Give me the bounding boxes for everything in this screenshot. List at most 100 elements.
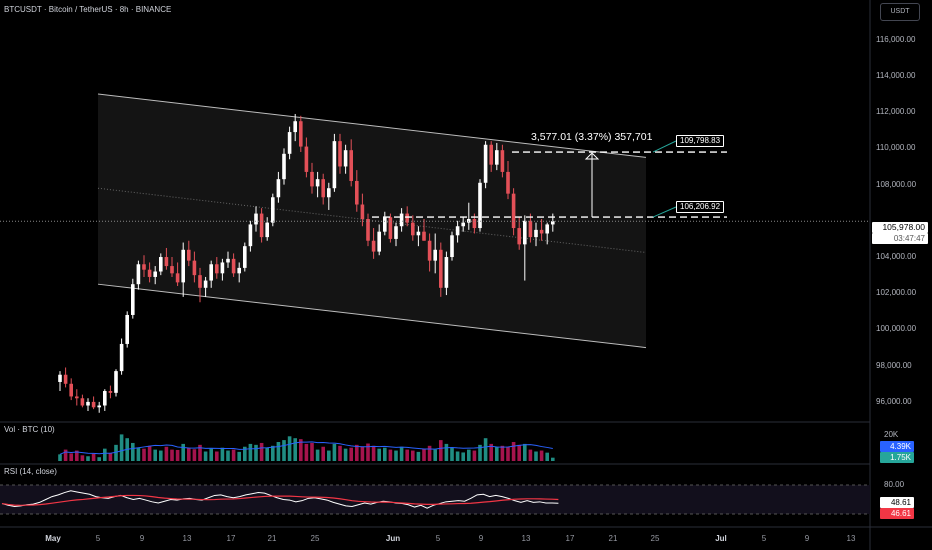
candle-body <box>343 150 348 167</box>
volume-bar <box>220 447 225 461</box>
candle-body <box>444 257 449 288</box>
channel-upper-line <box>97 93 647 158</box>
volume-bar <box>433 449 437 461</box>
candle-body <box>63 374 68 384</box>
volume-bar <box>231 449 236 461</box>
candle-body <box>86 401 90 406</box>
volume-bar <box>377 448 381 461</box>
candle-body <box>304 146 309 172</box>
candle-body <box>310 171 314 187</box>
candle-body <box>175 273 180 283</box>
channel-mid-line <box>97 187 647 253</box>
candle-body <box>108 391 113 393</box>
volume-bar <box>422 448 426 461</box>
volume-bar <box>405 449 409 461</box>
volume-bar <box>58 454 62 461</box>
currency-unit-button[interactable]: USDT <box>880 3 920 21</box>
upper-level-label[interactable]: 109,798.83 <box>676 135 725 147</box>
volume-bar <box>444 443 449 461</box>
volume-bar <box>394 450 398 461</box>
volume-bar <box>439 440 443 461</box>
candle-body <box>539 229 544 234</box>
volume-bar <box>411 450 415 461</box>
candle-body <box>97 405 101 408</box>
volume-bar <box>248 443 253 461</box>
candle-body <box>259 213 264 238</box>
volume-bar <box>495 446 499 461</box>
candle-body <box>371 240 376 252</box>
candle-body <box>276 179 281 198</box>
candle-body <box>461 222 465 227</box>
candle-body <box>455 226 460 236</box>
measure-tool[interactable] <box>584 152 600 218</box>
time-axis-label: 21 <box>608 534 618 543</box>
time-axis-label: 5 <box>761 534 767 543</box>
volume-bar <box>170 449 174 461</box>
volume-bar <box>551 457 555 461</box>
lower-level-label[interactable]: 106,206.92 <box>676 201 725 213</box>
time-axis-label: 9 <box>478 534 484 543</box>
measure-arrow-head <box>584 152 600 160</box>
volume-bar <box>136 447 141 461</box>
candle-body <box>366 219 370 241</box>
candle-body <box>243 246 247 268</box>
volume-bar <box>175 449 180 461</box>
time-axis-label: 5 <box>95 534 101 543</box>
candle-body <box>545 224 549 234</box>
volume-bar <box>192 449 197 461</box>
volume-bar <box>198 444 202 461</box>
price-lines[interactable] <box>0 140 870 222</box>
measure-readout: 3,577.01 (3.37%) 357,701 <box>531 131 653 143</box>
volume-bar <box>97 457 101 461</box>
volume-bar <box>287 436 292 461</box>
volume-bar <box>271 445 275 461</box>
volume-bar <box>159 450 163 461</box>
candle-body <box>495 150 499 165</box>
volume-bar <box>276 442 281 461</box>
candle-body <box>91 401 96 408</box>
candle-body <box>321 179 325 198</box>
candle-body <box>360 204 365 219</box>
volume-bar <box>332 443 337 461</box>
volume-bar <box>500 445 505 461</box>
candle-body <box>439 249 443 288</box>
volume-bar <box>293 438 297 461</box>
candle-body <box>181 249 185 283</box>
volume-bar <box>427 445 432 461</box>
candle-body <box>114 371 118 393</box>
volume-bar <box>237 451 241 461</box>
candle-body <box>506 171 510 194</box>
candle-body <box>388 217 393 239</box>
volume-bar <box>304 443 309 461</box>
candle-body <box>75 396 79 399</box>
volume-bar <box>483 438 488 461</box>
volume-bar <box>489 443 493 461</box>
time-axis-label: 25 <box>310 534 320 543</box>
volume-bar <box>416 451 421 461</box>
volume-bar <box>472 450 477 461</box>
candle-body <box>131 284 135 315</box>
candle-body <box>405 213 409 223</box>
candle-body <box>450 235 454 258</box>
volume-bar <box>259 442 264 461</box>
symbol-title[interactable]: BTCUSDT · Bitcoin / TetherUS · 8h · BINA… <box>4 5 172 14</box>
volume-title[interactable]: Vol · BTC (10) <box>4 425 55 434</box>
volume-bar <box>315 449 320 461</box>
rsi-title[interactable]: RSI (14, close) <box>4 467 57 476</box>
candle-body <box>551 221 555 225</box>
rsi-lines <box>1 490 559 509</box>
candle-body <box>231 258 236 274</box>
volume-bar <box>523 443 527 461</box>
volume-bar <box>360 446 365 461</box>
volume-bar <box>108 453 113 461</box>
candle-body <box>483 144 488 183</box>
candle-body <box>383 217 387 232</box>
volume-bar <box>517 444 521 461</box>
rsi-ma-line <box>1 494 559 506</box>
current-price-tag: 105,978.00 <box>872 222 928 233</box>
price-axis-label: 110,000.00 <box>876 143 916 153</box>
candle-body <box>282 153 286 180</box>
volume-bar <box>321 446 325 461</box>
candle-body <box>534 229 538 238</box>
